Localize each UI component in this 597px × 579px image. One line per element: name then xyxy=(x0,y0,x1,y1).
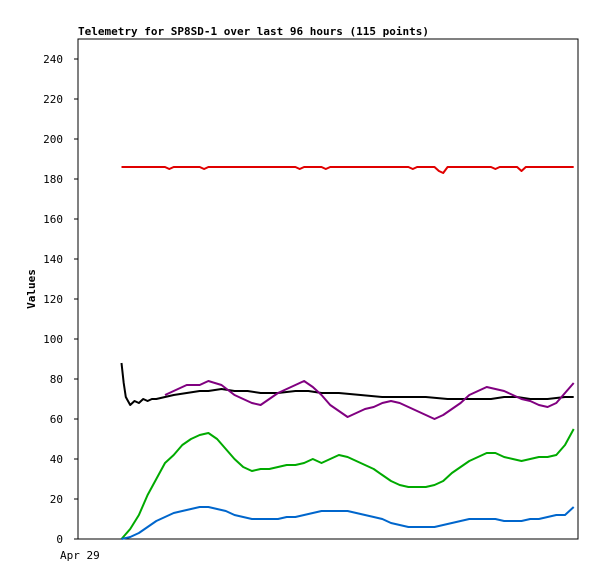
y-tick-label: 100 xyxy=(43,333,63,346)
x-tick-label: Apr 29 xyxy=(60,549,100,562)
y-axis-ticks: 0 20 40 60 80 100 120 140 160 180 200 220 240 xyxy=(43,53,78,546)
y-tick-label: 200 xyxy=(43,133,63,146)
y-tick-label: 220 xyxy=(43,93,63,106)
y-tick-label: 0 xyxy=(56,533,63,546)
y-tick-label: 180 xyxy=(43,173,63,186)
y-axis-label: Values xyxy=(25,269,38,309)
chart-title: Telemetry for SP8SD-1 over last 96 hours… xyxy=(78,25,429,38)
y-tick-label: 80 xyxy=(50,373,63,386)
series-line-4 xyxy=(120,428,575,540)
series-line-2 xyxy=(120,362,574,406)
series-line-3 xyxy=(164,380,575,420)
y-tick-label: 160 xyxy=(43,213,63,226)
y-tick-label: 20 xyxy=(50,493,63,506)
series-lines xyxy=(120,166,575,540)
plot-area-frame xyxy=(77,38,579,540)
x-axis-ticks: Apr 29 xyxy=(60,549,100,562)
series-line-5 xyxy=(121,506,575,540)
y-tick-label: 240 xyxy=(43,53,63,66)
series-line-1 xyxy=(121,166,574,174)
y-tick-label: 140 xyxy=(43,253,63,266)
y-tick-label: 120 xyxy=(43,293,63,306)
y-tick-label: 40 xyxy=(50,453,63,466)
y-tick-label: 60 xyxy=(50,413,63,426)
